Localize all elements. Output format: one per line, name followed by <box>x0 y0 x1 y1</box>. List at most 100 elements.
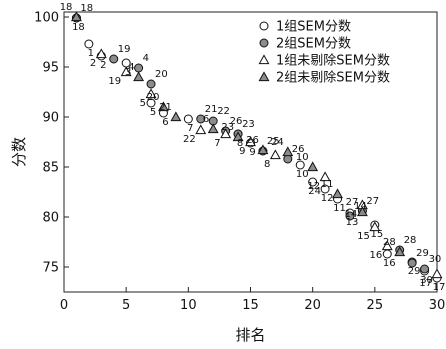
data-point <box>369 221 381 232</box>
data-point-label: 15 <box>357 231 370 242</box>
data-point <box>70 11 82 22</box>
data-point <box>133 71 145 82</box>
data-point <box>170 111 182 122</box>
data-point <box>320 184 330 194</box>
data-point-label: 20 <box>155 69 168 80</box>
data-point <box>158 101 169 112</box>
data-point <box>382 249 392 259</box>
data-point-label: 4 <box>128 62 134 73</box>
data-point-label: 25 <box>267 136 280 147</box>
data-point-label: 1 <box>88 48 94 59</box>
data-point <box>407 258 417 268</box>
data-point-label: 21 <box>159 102 172 113</box>
data-point <box>420 264 430 274</box>
legend-marker <box>258 54 270 65</box>
data-point <box>196 114 206 124</box>
data-point <box>394 246 406 257</box>
data-point <box>381 240 393 251</box>
data-point-label: 5 <box>140 98 146 109</box>
legend-entry: 2组SEM分数 <box>276 37 351 52</box>
data-point-label: 16 <box>383 258 396 269</box>
x-tick-label: 10 <box>180 298 197 313</box>
data-point <box>145 88 157 99</box>
data-point-label: 29 <box>416 248 429 259</box>
data-point-label: 16 <box>370 250 383 261</box>
y-axis-title: 分数 <box>10 137 28 167</box>
data-point-label: 10 <box>296 169 309 180</box>
data-point <box>146 98 156 108</box>
data-point <box>295 160 305 170</box>
x-tick-label: 5 <box>122 298 130 313</box>
x-tick-label: 20 <box>304 298 321 313</box>
data-point-label: 24 <box>308 186 321 197</box>
data-point <box>431 268 443 279</box>
data-point-label: 26 <box>246 135 259 146</box>
data-point-label: 9 <box>249 147 255 158</box>
y-tick-label: 90 <box>42 111 59 126</box>
data-point <box>109 54 119 64</box>
data-point <box>95 48 107 59</box>
legend-marker <box>258 71 270 82</box>
data-point-label: 26 <box>230 116 243 127</box>
data-point <box>245 136 256 147</box>
data-point-label: 22 <box>183 134 196 145</box>
data-point-label: 9 <box>239 146 245 157</box>
y-tick-label: 95 <box>42 61 59 76</box>
data-point <box>356 206 368 217</box>
data-point-label: 24 <box>271 137 284 148</box>
data-point <box>319 171 331 182</box>
data-point <box>232 131 244 142</box>
data-point-label: 14 <box>345 209 358 220</box>
x-tick-label: 0 <box>60 298 68 313</box>
x-tick-label: 30 <box>429 298 446 313</box>
data-point-label: 28 <box>404 235 417 246</box>
data-point-label: 14 <box>354 201 367 212</box>
data-point-label: 15 <box>370 229 383 240</box>
data-point-label: 11 <box>321 179 334 190</box>
data-point-label: 7 <box>214 138 220 149</box>
data-point-label: 27 <box>366 196 379 207</box>
data-point-label: 18 <box>72 22 85 33</box>
y-tick-label: 75 <box>42 261 59 276</box>
data-point-label: 13 <box>346 217 359 228</box>
data-point <box>307 161 319 172</box>
data-point-label: 8 <box>264 159 270 170</box>
x-axis-title: 排名 <box>235 326 265 344</box>
data-point-label: 6 <box>203 114 209 125</box>
legend-marker <box>259 21 269 31</box>
data-point-label: 29 <box>408 266 421 277</box>
data-point <box>195 124 207 135</box>
data-point-label: 2 <box>90 58 96 69</box>
data-point-label: 12 <box>321 193 334 204</box>
data-point <box>283 154 293 164</box>
data-point-label: 19 <box>108 76 121 87</box>
data-point-label: 17 <box>433 282 446 293</box>
data-point <box>146 79 156 89</box>
data-point-label: 10 <box>296 152 309 163</box>
data-point <box>207 123 219 134</box>
data-point-label: 12 <box>307 181 320 192</box>
data-point-label: 8 <box>237 138 243 149</box>
data-point-label: 30 <box>429 254 442 265</box>
legend: 1组SEM分数 2组SEM分数 1组未剔除SEM分数 2组未剔除SEM分数 <box>258 20 390 86</box>
data-point <box>134 63 144 73</box>
data-points <box>70 11 443 283</box>
data-point-label: 21 <box>205 104 218 115</box>
data-point-label: 6 <box>162 117 168 128</box>
legend-entry: 1组SEM分数 <box>276 20 351 35</box>
data-point <box>282 146 294 157</box>
data-point <box>257 144 269 155</box>
data-point <box>332 188 343 199</box>
data-point <box>269 149 281 160</box>
data-point-label: 28 <box>383 237 396 248</box>
data-point-label: 5 <box>150 107 156 118</box>
data-point <box>220 128 232 139</box>
data-point-label: 18 <box>80 3 93 14</box>
legend-marker <box>259 38 269 48</box>
data-point <box>345 211 355 221</box>
x-tick-label: 15 <box>242 298 259 313</box>
legend-entry: 1组未剔除SEM分数 <box>276 54 390 69</box>
data-point-label: 20 <box>147 92 160 103</box>
data-point-label: 4 <box>143 53 149 64</box>
data-point-label: 27 <box>346 197 359 208</box>
